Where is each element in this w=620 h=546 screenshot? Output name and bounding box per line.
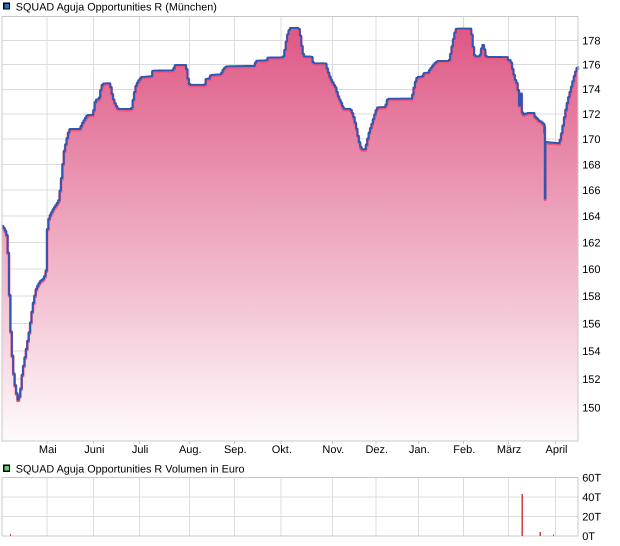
svg-text:SQUAD Aguja Opportunities R (M: SQUAD Aguja Opportunities R (München) xyxy=(16,2,217,14)
svg-text:168: 168 xyxy=(582,159,600,171)
svg-text:40T: 40T xyxy=(582,492,601,504)
svg-text:172: 172 xyxy=(582,109,600,121)
svg-text:SQUAD Aguja Opportunities R Vo: SQUAD Aguja Opportunities R Volumen in E… xyxy=(16,464,245,476)
svg-text:Dez.: Dez. xyxy=(365,444,388,456)
svg-text:April: April xyxy=(545,444,567,456)
svg-text:174: 174 xyxy=(582,84,600,96)
svg-text:Nov.: Nov. xyxy=(322,444,344,456)
svg-text:178: 178 xyxy=(582,35,600,47)
svg-text:60T: 60T xyxy=(582,472,601,484)
svg-text:152: 152 xyxy=(582,374,600,386)
svg-text:Mai: Mai xyxy=(39,444,57,456)
svg-text:0T: 0T xyxy=(582,531,595,543)
svg-text:164: 164 xyxy=(582,211,600,223)
svg-text:Feb.: Feb. xyxy=(453,444,475,456)
svg-text:166: 166 xyxy=(582,185,600,197)
svg-text:20T: 20T xyxy=(582,512,601,524)
svg-text:150: 150 xyxy=(582,403,600,415)
svg-text:Okt.: Okt. xyxy=(272,444,292,456)
svg-text:176: 176 xyxy=(582,60,600,72)
svg-text:Juni: Juni xyxy=(84,444,104,456)
svg-text:158: 158 xyxy=(582,291,600,303)
svg-text:Aug.: Aug. xyxy=(179,444,202,456)
svg-text:März: März xyxy=(497,444,521,456)
svg-text:170: 170 xyxy=(582,134,600,146)
svg-text:154: 154 xyxy=(582,346,600,358)
svg-text:162: 162 xyxy=(582,237,600,249)
svg-text:Juli: Juli xyxy=(132,444,149,456)
svg-text:Sep.: Sep. xyxy=(224,444,247,456)
svg-text:156: 156 xyxy=(582,318,600,330)
svg-text:160: 160 xyxy=(582,264,600,276)
svg-text:Jan.: Jan. xyxy=(409,444,430,456)
